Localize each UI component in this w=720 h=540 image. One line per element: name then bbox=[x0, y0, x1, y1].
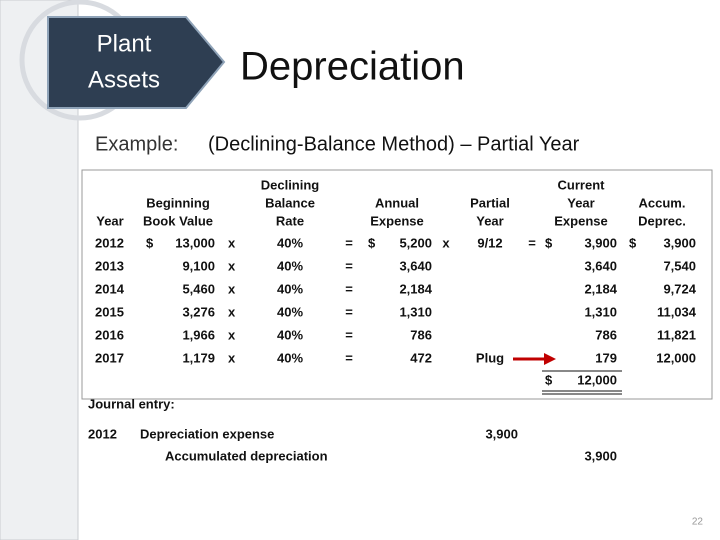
badge-text: Assets bbox=[88, 66, 160, 93]
journal-account: Depreciation expense bbox=[140, 426, 274, 441]
cell: 2013 bbox=[95, 258, 124, 273]
badge-text: Plant bbox=[97, 30, 152, 57]
cell: x bbox=[228, 327, 236, 342]
cell: $ bbox=[545, 235, 553, 250]
cell: $ bbox=[629, 235, 637, 250]
column-header: Partial bbox=[470, 195, 510, 210]
cell: 9/12 bbox=[477, 235, 502, 250]
cell: 1,310 bbox=[399, 304, 432, 319]
cell: 11,821 bbox=[657, 327, 696, 342]
journal-year: 2012 bbox=[88, 426, 117, 441]
cell: 9,724 bbox=[663, 281, 696, 296]
subtitle-label: Example: bbox=[95, 133, 178, 155]
column-header: Beginning bbox=[146, 195, 210, 210]
cell: 1,310 bbox=[584, 304, 617, 319]
cell: = bbox=[345, 350, 353, 365]
column-header: Expense bbox=[370, 213, 423, 228]
cell: 1,966 bbox=[182, 327, 215, 342]
cell: x bbox=[228, 350, 236, 365]
cell: 40% bbox=[277, 235, 303, 250]
cell: 1,179 bbox=[182, 350, 215, 365]
column-header: Book Value bbox=[143, 213, 213, 228]
column-header: Year bbox=[96, 213, 123, 228]
column-header: Rate bbox=[276, 213, 304, 228]
cell: 3,640 bbox=[584, 258, 617, 273]
column-header: Year bbox=[567, 195, 594, 210]
cell: 3,276 bbox=[182, 304, 215, 319]
total-cell: 12,000 bbox=[577, 372, 617, 387]
cell: 9,100 bbox=[182, 258, 215, 273]
cell: 3,900 bbox=[663, 235, 696, 250]
journal-label: Journal entry: bbox=[88, 396, 175, 411]
cell: 5,460 bbox=[182, 281, 215, 296]
column-header: Balance bbox=[265, 195, 315, 210]
journal-account: Accumulated depreciation bbox=[165, 448, 328, 463]
cell: 40% bbox=[277, 327, 303, 342]
column-header: Deprec. bbox=[638, 213, 686, 228]
cell: 40% bbox=[277, 258, 303, 273]
cell: 40% bbox=[277, 304, 303, 319]
cell: 12,000 bbox=[656, 350, 696, 365]
cell: 2015 bbox=[95, 304, 124, 319]
badge-shape bbox=[47, 16, 226, 109]
journal-debit: 3,900 bbox=[485, 426, 518, 441]
cell: 2,184 bbox=[584, 281, 617, 296]
cell: = bbox=[345, 258, 353, 273]
cell: 5,200 bbox=[399, 235, 432, 250]
cell: 472 bbox=[410, 350, 432, 365]
cell: = bbox=[345, 235, 353, 250]
plug-arrowhead bbox=[544, 353, 556, 365]
cell: 2012 bbox=[95, 235, 124, 250]
column-header: Declining bbox=[261, 177, 320, 192]
total-cell: $ bbox=[545, 372, 553, 387]
cell: $ bbox=[368, 235, 376, 250]
title: Depreciation bbox=[240, 45, 465, 89]
cell: x bbox=[228, 258, 236, 273]
cell: 786 bbox=[595, 327, 617, 342]
cell: 3,900 bbox=[584, 235, 617, 250]
cell: = bbox=[345, 304, 353, 319]
cell: x bbox=[228, 235, 236, 250]
column-header: Annual bbox=[375, 195, 419, 210]
cell: 2,184 bbox=[399, 281, 432, 296]
cell: = bbox=[528, 235, 536, 250]
cell: 13,000 bbox=[175, 235, 215, 250]
cell: 786 bbox=[410, 327, 432, 342]
cell: Plug bbox=[476, 350, 504, 365]
cell: = bbox=[345, 281, 353, 296]
cell: 40% bbox=[277, 350, 303, 365]
cell: 11,034 bbox=[657, 304, 697, 319]
cell: 40% bbox=[277, 281, 303, 296]
cell: x bbox=[228, 304, 236, 319]
subtitle: (Declining-Balance Method) – Partial Yea… bbox=[208, 133, 580, 155]
column-header: Accum. bbox=[639, 195, 686, 210]
cell: 3,640 bbox=[399, 258, 432, 273]
cell: x bbox=[228, 281, 236, 296]
cell: = bbox=[345, 327, 353, 342]
cell: 7,540 bbox=[663, 258, 696, 273]
column-header: Year bbox=[476, 213, 503, 228]
cell: x bbox=[442, 235, 450, 250]
cell: 2014 bbox=[95, 281, 125, 296]
column-header: Expense bbox=[554, 213, 607, 228]
table-frame bbox=[81, 169, 713, 400]
page-number: 22 bbox=[692, 517, 704, 528]
cell: 2017 bbox=[95, 350, 124, 365]
column-header: Current bbox=[558, 177, 606, 192]
cell: 179 bbox=[595, 350, 617, 365]
journal-credit: 3,900 bbox=[584, 448, 617, 463]
cell: $ bbox=[146, 235, 154, 250]
cell: 2016 bbox=[95, 327, 124, 342]
